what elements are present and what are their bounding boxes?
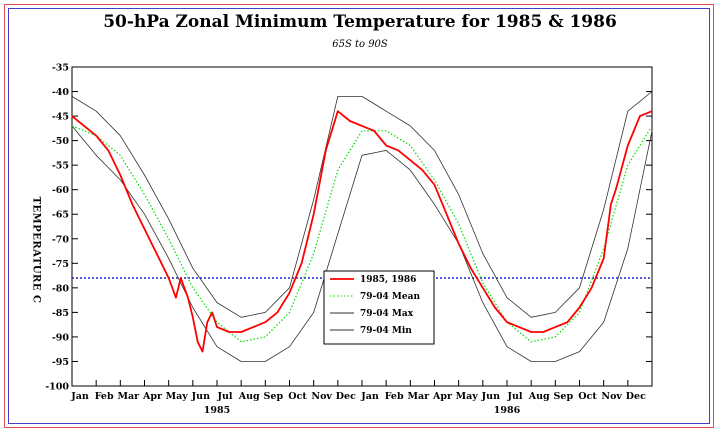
legend-label: 79-04 Min xyxy=(360,326,412,336)
x-tick-label: May xyxy=(456,391,479,402)
x-tick-label: May xyxy=(166,391,189,402)
x-tick-label: Mar xyxy=(407,391,430,402)
series-line-1 xyxy=(71,125,653,343)
outer-frame xyxy=(4,4,714,428)
x-tick-label: Jun xyxy=(481,391,500,402)
y-tick-label: -100 xyxy=(45,382,69,393)
y-tick-label: -60 xyxy=(52,185,70,196)
y-tick-label: -50 xyxy=(52,136,70,147)
x-tick-label: Sep xyxy=(554,391,574,402)
x-tick-label: Nov xyxy=(311,391,332,402)
x-tick-label: Feb xyxy=(95,391,114,402)
x-tick-label: Apr xyxy=(142,391,163,402)
x-tick-label: Oct xyxy=(578,391,597,402)
legend-label: 79-04 Max xyxy=(360,309,414,319)
x-tick-label: Jul xyxy=(506,391,522,402)
x-tick-label: Feb xyxy=(385,391,404,402)
series-line-2 xyxy=(71,91,653,318)
y-tick-label: -40 xyxy=(52,87,70,98)
x-tick-label: Aug xyxy=(528,391,550,402)
inner-frame xyxy=(8,8,710,424)
x-tick-label: Jan xyxy=(360,391,379,402)
x-tick-label: Nov xyxy=(601,391,622,402)
y-tick-label: -55 xyxy=(52,161,69,172)
legend-box xyxy=(323,270,435,345)
y-tick-label: -90 xyxy=(52,332,70,343)
x-tick-label: Aug xyxy=(238,391,260,402)
x-tick-label: Dec xyxy=(336,391,356,402)
x-tick-label: Sep xyxy=(264,391,284,402)
x-tick-label: Mar xyxy=(117,391,140,402)
year-label: 1986 xyxy=(494,405,521,416)
y-tick-label: -80 xyxy=(52,283,70,294)
y-tick-label: -70 xyxy=(52,234,70,245)
y-tick-label: -85 xyxy=(52,308,69,319)
year-label: 1985 xyxy=(204,405,230,416)
y-tick-label: -95 xyxy=(52,357,69,368)
x-tick-label: Jan xyxy=(70,391,89,402)
y-tick-label: -45 xyxy=(52,112,69,123)
legend-label: 1985, 1986 xyxy=(360,275,416,285)
y-tick-label: -75 xyxy=(52,259,69,270)
x-tick-label: Dec xyxy=(626,391,646,402)
x-tick-label: Oct xyxy=(288,391,307,402)
y-tick-label: -35 xyxy=(52,63,69,74)
series-line-3 xyxy=(71,125,653,362)
chart-subtitle: 65S to 90S xyxy=(332,39,388,50)
chart-title: 50-hPa Zonal Minimum Temperature for 198… xyxy=(103,12,617,32)
x-tick-label: Jun xyxy=(191,391,210,402)
x-tick-label: Apr xyxy=(432,391,453,402)
series-line-0 xyxy=(71,110,653,353)
x-tick-label: Jul xyxy=(216,391,232,402)
legend-label: 79-04 Mean xyxy=(360,292,420,302)
y-tick-label: -65 xyxy=(52,210,69,221)
